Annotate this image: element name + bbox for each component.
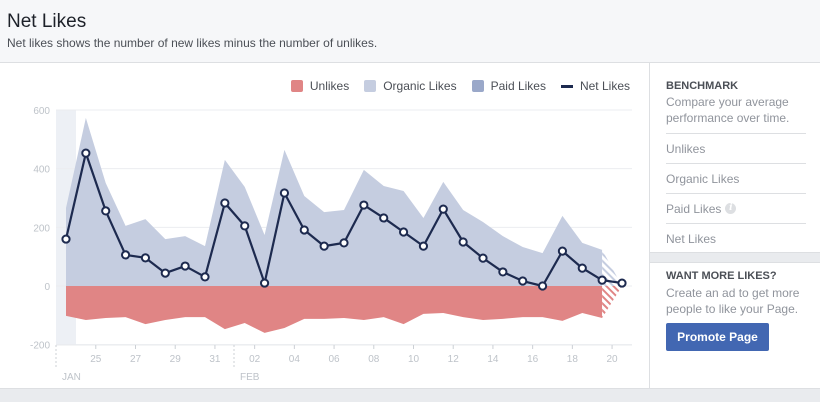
- x-tick-label: 16: [527, 354, 539, 365]
- benchmark-list: Unlikes Organic Likes Paid Likes i Net Li…: [666, 133, 806, 253]
- net-likes-point[interactable]: [458, 237, 468, 247]
- legend-label: Paid Likes: [490, 79, 546, 93]
- benchmark-item-unlikes[interactable]: Unlikes: [666, 133, 806, 163]
- month-label: JAN: [62, 372, 81, 383]
- net-likes-point[interactable]: [319, 241, 329, 251]
- x-tick-label: 27: [130, 354, 142, 365]
- benchmark-item-label: Unlikes: [666, 141, 706, 156]
- panel-divider: [649, 63, 650, 388]
- benchmark-item-label: Paid Likes: [666, 201, 722, 216]
- x-tick-label: 18: [567, 354, 579, 365]
- x-tick-label: 20: [607, 354, 619, 365]
- net-likes-point[interactable]: [438, 204, 448, 214]
- legend-swatch-organic: [364, 80, 377, 92]
- net-likes-point[interactable]: [61, 234, 71, 244]
- legend-swatch-net: [560, 84, 573, 88]
- y-tick-label: 200: [33, 223, 50, 234]
- net-likes-point[interactable]: [577, 263, 587, 273]
- legend-item-paid[interactable]: Paid Likes: [471, 79, 546, 93]
- net-likes-point[interactable]: [140, 253, 151, 263]
- info-icon[interactable]: i: [725, 203, 737, 214]
- organic-likes-partial-area: [602, 249, 622, 286]
- net-likes-point[interactable]: [597, 275, 607, 285]
- net-likes-point[interactable]: [160, 268, 170, 278]
- y-tick-label: 400: [33, 165, 50, 176]
- legend-item-organic[interactable]: Organic Likes: [364, 79, 457, 93]
- x-tick-label: 14: [487, 354, 499, 365]
- x-tick-label: 29: [170, 354, 182, 365]
- x-tick-label: 04: [289, 354, 301, 365]
- net-likes-point[interactable]: [259, 278, 270, 288]
- y-tick-label: 600: [33, 106, 50, 117]
- net-likes-point[interactable]: [101, 206, 111, 216]
- net-likes-point[interactable]: [379, 213, 389, 223]
- want-more-likes-description: Create an ad to get more people to like …: [666, 286, 800, 316]
- legend-item-unlikes[interactable]: Unlikes: [290, 79, 350, 93]
- legend-swatch-unlikes: [290, 80, 303, 92]
- net-likes-point[interactable]: [81, 148, 91, 158]
- benchmark-description: Compare your average performance over ti…: [666, 95, 790, 125]
- net-likes-point[interactable]: [180, 261, 190, 271]
- promote-page-button[interactable]: Promote Page: [666, 323, 769, 351]
- x-tick-label: 25: [90, 354, 102, 365]
- net-likes-point[interactable]: [359, 200, 369, 210]
- unlikes-area: [66, 286, 603, 333]
- net-likes-point[interactable]: [557, 246, 568, 256]
- page-header: Net Likes Net likes shows the number of …: [0, 0, 820, 63]
- net-likes-point[interactable]: [299, 225, 309, 235]
- net-likes-chart: 25 27 29 31 02 04 06 08 10 12 14 16 18 20 JAN FEB 600 40…: [30, 106, 632, 383]
- x-tick-label: 02: [249, 354, 261, 365]
- page-title: Net Likes: [7, 11, 87, 32]
- benchmark-item-net-likes[interactable]: Net Likes: [666, 223, 806, 253]
- want-more-likes-title: WANT MORE LIKES?: [666, 270, 777, 282]
- benchmark-item-paid-likes[interactable]: Paid Likes i: [666, 193, 806, 223]
- net-likes-point[interactable]: [220, 198, 230, 208]
- y-tick-label: 0: [44, 282, 50, 293]
- net-likes-point[interactable]: [518, 276, 528, 286]
- net-likes-point[interactable]: [279, 188, 290, 198]
- chart-legend: Unlikes Organic Likes Paid Likes Net Lik…: [276, 79, 630, 93]
- x-tick-label: 31: [209, 354, 221, 365]
- net-likes-point[interactable]: [418, 241, 429, 251]
- organic-likes-area: [66, 117, 603, 286]
- x-tick-label: 08: [368, 354, 380, 365]
- legend-label: Organic Likes: [383, 79, 457, 93]
- month-label: FEB: [240, 372, 260, 383]
- x-tick-label: 12: [448, 354, 460, 365]
- legend-label: Unlikes: [309, 79, 350, 93]
- net-likes-point[interactable]: [498, 267, 508, 277]
- unlikes-partial-area: [602, 286, 622, 318]
- net-likes-point[interactable]: [478, 253, 488, 263]
- net-likes-point[interactable]: [339, 238, 349, 248]
- x-tick-label: 06: [329, 354, 341, 365]
- net-likes-point[interactable]: [398, 227, 409, 237]
- legend-item-net[interactable]: Net Likes: [560, 79, 630, 93]
- benchmark-title: BENCHMARK: [666, 80, 739, 92]
- legend-label: Net Likes: [579, 79, 630, 93]
- page-subtitle: Net likes shows the number of new likes …: [7, 36, 378, 50]
- y-tick-label: -200: [30, 341, 50, 352]
- benchmark-item-label: Net Likes: [666, 231, 717, 246]
- page-footer: [0, 388, 820, 402]
- net-likes-point[interactable]: [537, 281, 548, 291]
- legend-swatch-paid: [471, 80, 484, 92]
- net-likes-point[interactable]: [240, 221, 250, 231]
- net-likes-point[interactable]: [120, 250, 131, 260]
- net-likes-point[interactable]: [200, 272, 210, 282]
- net-likes-point[interactable]: [617, 278, 627, 288]
- benchmark-item-label: Organic Likes: [666, 171, 740, 186]
- x-tick-label: 10: [408, 354, 420, 365]
- benchmark-item-organic-likes[interactable]: Organic Likes: [666, 163, 806, 193]
- sidebar-separator: [650, 252, 820, 263]
